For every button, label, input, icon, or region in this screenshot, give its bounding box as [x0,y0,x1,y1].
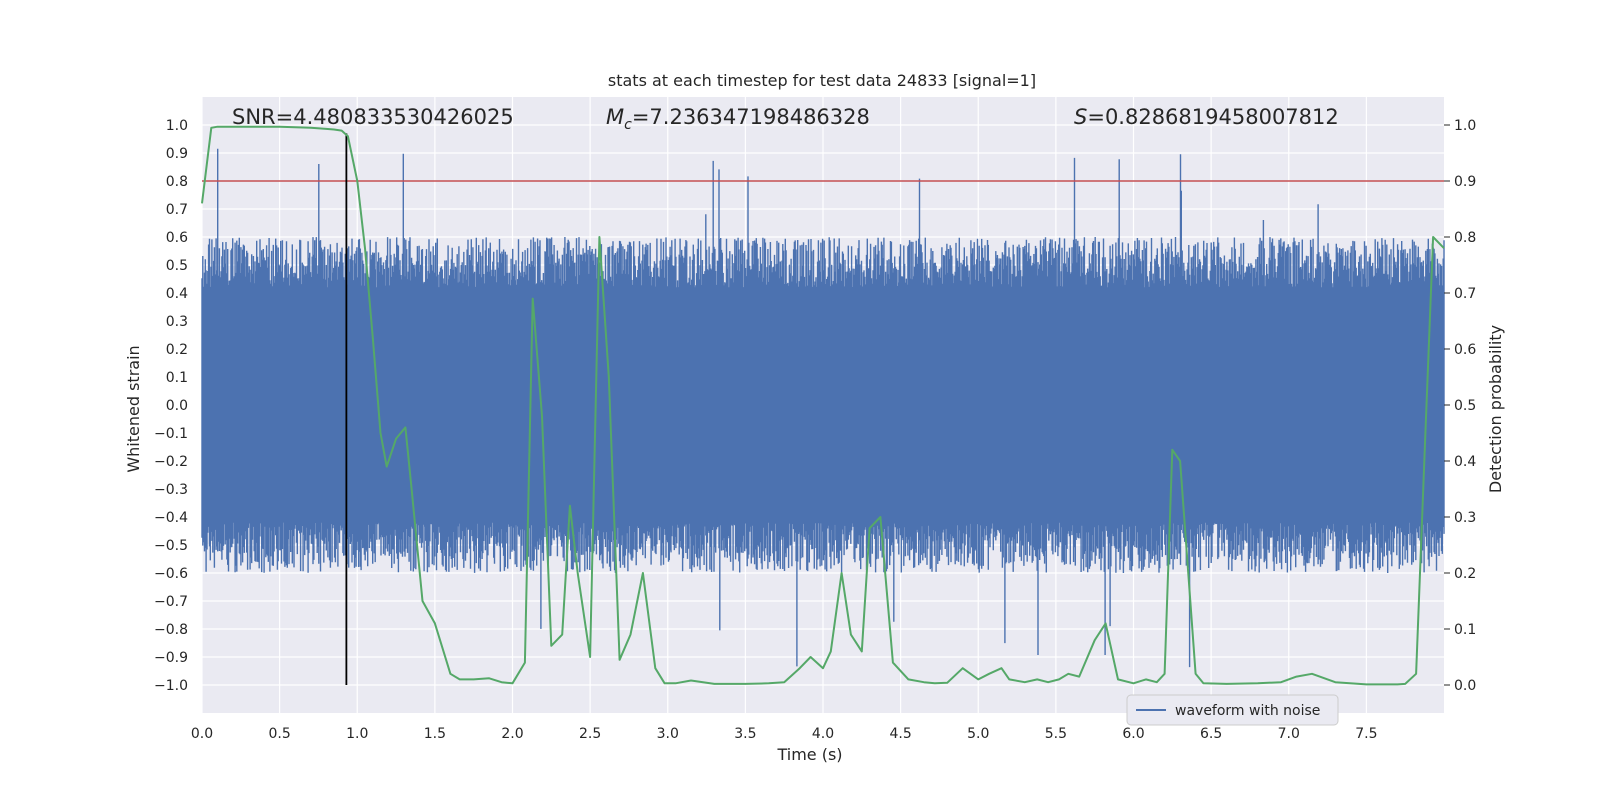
s-value: =0.8286819458007812 [1087,105,1338,129]
chirp-mass-value: =7.236347198486328 [632,105,870,129]
y-tick-label: −0.9 [154,650,188,666]
y-tick-label: 0.4 [166,286,188,302]
y-axis-ticks: 1.0 0.9 0.8 0.7 0.6 0.5 0.4 0.3 0.2 0.1 0.0 −0.1 −0.… [154,118,188,694]
x-tick-label: 4.5 [889,726,911,742]
x-axis-ticks: 0.0 0.5 1.0 1.5 2.0 2.5 3.0 3.5 4.0 4.5 5.0 5.5 6.0 6… [191,726,1378,742]
x-tick-label: 6.0 [1122,726,1144,742]
y-tick-label: −0.6 [154,566,188,582]
x-tick-label: 3.5 [734,726,756,742]
y-tick-label: 0.8 [166,174,188,190]
y-tick-label: 0.1 [166,370,188,386]
chirp-mass-symbol: M [606,105,624,129]
x-tick-label: 6.5 [1200,726,1222,742]
y-axis-label: Whitened strain [124,345,143,472]
x-tick-label: 2.0 [501,726,523,742]
y2-tick-label: 0.4 [1454,454,1476,470]
s-annotation: S=0.8286819458007812 [1074,105,1339,129]
y2-axis-ticks: 1.0 0.9 0.8 0.7 0.6 0.5 0.4 0.3 0.2 0.1 0.0 [1444,118,1476,694]
y-tick-label: −1.0 [154,678,188,694]
s-symbol: S [1074,105,1087,129]
y2-tick-label: 0.2 [1454,566,1476,582]
waveform-series [201,148,1445,668]
y-tick-label: 0.3 [166,314,188,330]
legend-box [1126,694,1339,726]
x-tick-label: 0.5 [268,726,290,742]
x-tick-label: 4.0 [812,726,834,742]
y2-tick-label: 0.3 [1454,510,1476,526]
y-tick-label: 0.7 [166,202,188,218]
y-tick-label: 0.9 [166,146,188,162]
x-tick-label: 2.5 [579,726,601,742]
y-tick-label: −0.8 [154,622,188,638]
y-tick-label: −0.3 [154,482,188,498]
legend-label: waveform with noise [1175,703,1320,719]
x-tick-label: 1.0 [346,726,368,742]
y-tick-label: 0.5 [166,258,188,274]
y-tick-label: −0.7 [154,594,188,610]
x-axis-label: Time (s) [776,745,842,764]
chirp-mass-subscript: c [624,117,632,133]
chart-title: stats at each timestep for test data 248… [608,71,1036,90]
probability-line [201,125,1445,686]
probability-series [201,125,1445,686]
y2-tick-label: 0.8 [1454,230,1476,246]
x-tick-label: 5.0 [967,726,989,742]
y2-tick-label: 1.0 [1454,118,1476,134]
snr-annotation: SNR=4.480833530426025 [232,105,514,129]
y-tick-label: −0.5 [154,538,188,554]
x-tick-label: 7.5 [1355,726,1377,742]
x-tick-label: 7.0 [1278,726,1300,742]
y2-tick-label: 0.7 [1454,286,1476,302]
y-tick-label: 0.6 [166,230,188,246]
y-tick-label: −0.4 [154,510,188,526]
chirp-mass-annotation: Mc=7.236347198486328 [606,105,870,133]
x-tick-label: 0.0 [191,726,213,742]
y2-tick-label: 0.9 [1454,174,1476,190]
y-tick-label: 1.0 [166,118,188,134]
x-tick-label: 3.0 [657,726,679,742]
y2-tick-label: 0.6 [1454,342,1476,358]
y-tick-label: 0.0 [166,398,188,414]
y2-tick-label: 0.1 [1454,622,1476,638]
y2-tick-label: 0.0 [1454,678,1476,694]
overlay-lines [202,133,1444,685]
y-tick-label: 0.2 [166,342,188,358]
x-tick-label: 5.5 [1045,726,1067,742]
legend: waveform with noise [1126,694,1339,726]
y-tick-label: −0.1 [154,426,188,442]
y-tick-label: −0.2 [154,454,188,470]
waveform-trace [201,148,1445,668]
y2-tick-label: 0.5 [1454,398,1476,414]
x-tick-label: 1.5 [424,726,446,742]
y2-axis-label: Detection probability [1486,325,1505,493]
